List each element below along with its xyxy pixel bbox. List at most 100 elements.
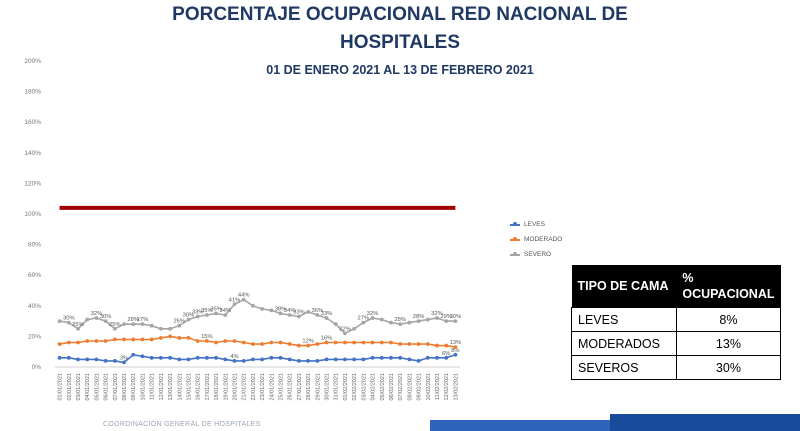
data-point-leves [343,357,347,362]
data-point-moderado [333,340,338,345]
x-tick-label: 10/02/2021 [426,373,432,401]
data-point-leves [398,355,403,360]
data-point-moderado [407,342,412,346]
data-point-moderado [269,340,274,345]
data-label-severo: 30% [450,314,462,320]
data-point-leves [223,357,228,362]
chart-title-line1: PORCENTAJE OCUPACIONAL RED NACIONAL DE [172,4,628,25]
data-point-moderado [103,339,108,343]
data-point-moderado [149,337,154,342]
data-point-leves [352,357,357,362]
data-point-moderado [425,342,430,346]
data-point-severo [158,326,163,331]
legend-item-leves: LEVES [510,221,545,228]
data-label-severo: 33% [192,310,204,316]
chart-subtitle: 01 DE ENERO 2021 AL 13 DE FEBRERO 2021 [266,63,534,77]
data-point-moderado [315,342,320,346]
legend-label-severo: SEVERO [524,251,552,258]
data-label-severo: 34% [284,308,296,314]
legend-item-severo: SEVERO [510,251,551,258]
data-point-moderado [361,340,366,345]
y-tick-label: 60% [28,272,41,279]
x-tick-label: 08/01/2021 [122,373,128,401]
data-point-severo [287,313,292,317]
data-label-severo: 35% [201,308,213,314]
data-point-moderado [214,340,218,345]
data-point-leves [131,352,136,357]
legend-marker-severo [510,252,520,256]
data-point-moderado [76,340,80,345]
data-point-severo [278,311,283,316]
footer-band-dark [610,414,800,431]
data-label-leves: 4% [230,354,238,360]
x-tick-label: 08/02/2021 [407,373,413,401]
data-label-severo: 32% [431,311,443,317]
y-tick-label: 40% [28,303,41,310]
x-tick-label: 22/01/2021 [251,373,257,401]
occupancy-table: TIPO DE CAMA % OCUPACIONAL LEVES 8% MODE… [571,265,782,380]
x-tick-label: 02/01/2021 [67,373,73,401]
data-point-severo [66,320,71,325]
data-point-leves [269,355,274,360]
data-point-moderado [232,339,237,343]
data-point-severo [453,319,458,323]
data-point-moderado [177,336,182,340]
data-label-severo: 25% [109,322,121,328]
table-cell-type: LEVES [571,307,677,332]
data-point-severo [177,323,182,328]
data-point-leves [177,357,182,362]
x-tick-label: 05/01/2021 [94,373,100,401]
data-point-moderado [306,343,311,348]
x-tick-label: 01/01/2021 [58,373,64,401]
data-point-moderado [297,343,301,348]
table-cell-pct: 8% [675,307,782,332]
series-line-moderado [59,335,456,348]
data-point-leves [389,355,393,360]
data-point-leves [158,355,163,360]
x-tick-label: 12/01/2021 [159,373,165,401]
y-tick-label: 0% [32,364,42,371]
table-header-row: TIPO DE CAMA % OCUPACIONAL [571,265,781,308]
x-tick-label: 07/02/2021 [398,373,404,401]
data-point-severo [416,319,421,323]
data-point-severo [379,317,384,322]
data-point-leves [66,355,71,360]
data-point-severo [398,322,403,327]
data-point-severo [103,319,108,323]
data-label-severo: 36% [312,308,324,314]
data-point-severo [112,326,117,331]
data-point-moderado [140,337,145,342]
legend-item-moderado: MODERADO [510,236,562,243]
data-point-moderado [324,340,329,345]
data-label-leves: 6% [442,351,450,357]
data-point-moderado [416,342,421,346]
data-label-severo: 33% [321,311,333,317]
x-tick-label: 12/02/2021 [444,373,450,401]
data-point-moderado [278,340,283,345]
y-tick-label: 140% [24,150,41,157]
y-tick-label: 180% [24,89,41,96]
x-tick-label: 16/01/2021 [196,373,202,401]
data-point-moderado [158,336,163,340]
data-point-moderado [260,342,265,346]
table-cell-type: SEVEROS [571,355,677,380]
data-point-severo [168,326,172,331]
data-point-leves [333,357,338,362]
data-point-leves [306,358,311,363]
chart-title-line2: HOSPITALES [340,32,460,53]
data-point-leves [278,355,283,360]
data-point-leves [361,357,366,362]
data-point-severo [131,322,136,327]
table-row: SEVEROS 30% [571,355,782,380]
x-tick-label: 10/01/2021 [140,373,146,401]
data-point-moderado [223,339,228,343]
table-header-type: TIPO DE CAMA [571,265,677,308]
data-point-leves [149,355,154,360]
data-point-moderado [398,342,403,346]
data-point-moderado [186,336,191,340]
data-label-severo: 28% [127,317,139,323]
x-tick-label: 09/02/2021 [417,373,423,401]
data-label-moderado: 12% [302,339,314,345]
x-tick-label: 05/02/2021 [380,373,386,401]
data-point-leves [186,357,191,362]
